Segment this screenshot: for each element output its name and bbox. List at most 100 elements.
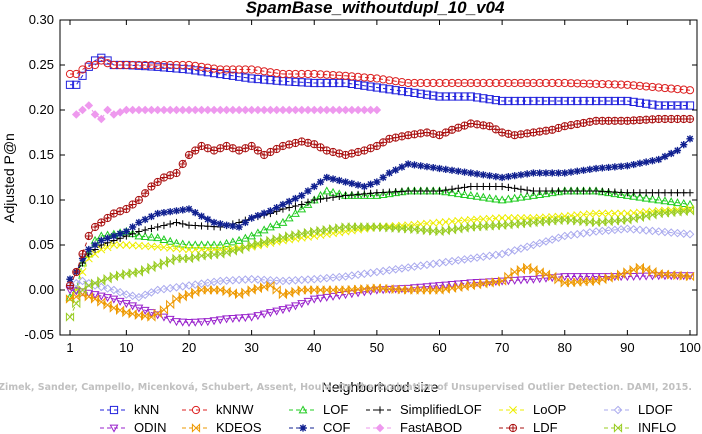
data-point bbox=[172, 244, 181, 253]
data-point bbox=[510, 267, 519, 277]
data-point bbox=[511, 172, 519, 180]
data-point bbox=[529, 96, 538, 106]
data-point bbox=[529, 187, 538, 195]
data-point bbox=[416, 225, 425, 235]
data-point bbox=[266, 76, 275, 85]
data-point bbox=[110, 232, 118, 240]
data-point bbox=[84, 291, 93, 302]
data-point bbox=[260, 67, 269, 76]
data-point bbox=[435, 78, 444, 88]
data-point bbox=[460, 279, 469, 288]
data-point bbox=[178, 253, 187, 264]
data-point bbox=[622, 273, 632, 282]
data-point bbox=[309, 105, 319, 115]
data-point bbox=[285, 197, 293, 206]
data-point bbox=[97, 53, 106, 62]
data-point bbox=[297, 78, 306, 87]
data-point bbox=[103, 243, 112, 252]
data-point bbox=[278, 141, 288, 151]
data-point bbox=[629, 272, 639, 281]
data-point bbox=[561, 169, 569, 177]
data-point bbox=[335, 285, 344, 295]
data-point bbox=[598, 187, 606, 195]
data-point bbox=[384, 285, 394, 294]
data-point bbox=[241, 275, 250, 284]
data-point bbox=[103, 56, 112, 65]
series-simplifiedlof bbox=[66, 182, 694, 283]
data-point bbox=[309, 295, 319, 304]
data-point bbox=[598, 79, 607, 89]
data-point bbox=[528, 275, 538, 284]
data-point bbox=[572, 273, 582, 282]
data-point bbox=[542, 187, 550, 195]
data-point bbox=[472, 191, 482, 200]
data-point bbox=[536, 169, 544, 177]
data-point bbox=[134, 105, 144, 115]
data-point bbox=[260, 209, 268, 217]
data-point bbox=[492, 173, 500, 181]
data-point bbox=[159, 313, 169, 322]
data-point bbox=[141, 60, 150, 70]
data-point bbox=[586, 165, 594, 173]
data-point bbox=[667, 84, 676, 93]
data-point bbox=[622, 190, 632, 199]
data-point bbox=[179, 206, 187, 214]
data-point bbox=[197, 318, 206, 327]
data-point bbox=[654, 83, 663, 92]
y-tick-label: 0.30 bbox=[29, 12, 54, 27]
data-point bbox=[617, 188, 625, 197]
data-point bbox=[454, 216, 463, 225]
data-point bbox=[666, 197, 676, 206]
data-point bbox=[536, 187, 544, 195]
x-tick-label: 30 bbox=[244, 340, 258, 355]
data-point bbox=[423, 163, 431, 171]
data-point bbox=[347, 290, 357, 299]
data-point bbox=[648, 266, 657, 277]
x-tick-label: 50 bbox=[370, 340, 384, 355]
data-point bbox=[191, 221, 199, 230]
data-point bbox=[591, 96, 601, 106]
data-point bbox=[216, 65, 225, 74]
data-point bbox=[441, 78, 450, 88]
data-point bbox=[153, 260, 162, 271]
legend-marker bbox=[613, 423, 623, 433]
data-point bbox=[410, 224, 419, 235]
data-point bbox=[654, 268, 663, 279]
data-point bbox=[429, 226, 438, 236]
data-point bbox=[548, 271, 557, 282]
data-point bbox=[134, 195, 143, 205]
y-tick-label: 0.20 bbox=[29, 102, 54, 117]
data-point bbox=[279, 200, 287, 209]
data-point bbox=[259, 275, 269, 285]
data-point bbox=[655, 189, 663, 197]
data-point bbox=[666, 228, 676, 237]
data-point bbox=[661, 189, 669, 197]
legend-label: INFLO bbox=[638, 420, 676, 434]
data-point bbox=[291, 302, 300, 311]
y-tick-label: 0.05 bbox=[29, 237, 54, 252]
data-point bbox=[153, 177, 162, 187]
data-point bbox=[203, 285, 212, 295]
data-point bbox=[146, 232, 156, 241]
data-point bbox=[354, 181, 362, 189]
y-axis-label: Adjusted P@n bbox=[1, 133, 17, 223]
data-point bbox=[560, 96, 569, 106]
data-point bbox=[485, 193, 495, 202]
data-point bbox=[172, 318, 181, 327]
data-point bbox=[667, 189, 675, 197]
data-point bbox=[134, 60, 143, 70]
data-point bbox=[172, 60, 181, 70]
data-point bbox=[360, 81, 369, 90]
data-point bbox=[216, 220, 224, 228]
series-line bbox=[69, 138, 691, 280]
data-point bbox=[385, 76, 394, 85]
data-point bbox=[529, 78, 538, 88]
data-point bbox=[297, 300, 307, 309]
data-point bbox=[222, 65, 231, 74]
data-point bbox=[479, 78, 488, 88]
data-point bbox=[667, 149, 675, 158]
data-point bbox=[323, 194, 331, 202]
data-point bbox=[523, 78, 532, 88]
data-point bbox=[485, 182, 494, 191]
data-point bbox=[366, 82, 375, 91]
